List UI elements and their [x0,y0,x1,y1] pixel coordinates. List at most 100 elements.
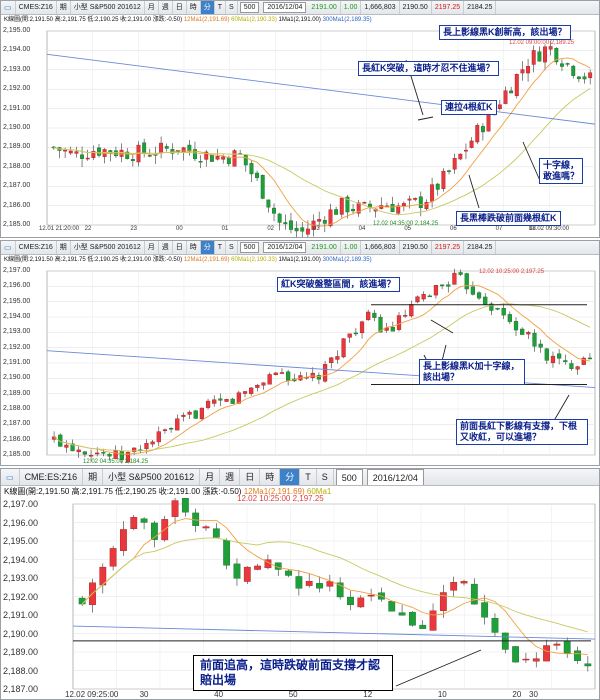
candle-up [452,272,457,285]
tab-second[interactable]: S [226,1,238,14]
tab-month[interactable]: 月 [145,241,159,254]
window-icon[interactable]: ▭ [1,469,20,485]
candle-down [322,220,327,224]
candle-down [576,76,581,80]
candle-up [202,526,210,529]
tab-tick[interactable]: T [215,241,227,254]
tab-day[interactable]: 日 [240,469,261,485]
symbol-field[interactable]: CME:ES:Z16 [20,469,84,485]
candle-down [390,327,395,332]
y-tick-label: 2,195.00 [3,297,31,305]
candle-up [357,597,365,608]
candle-down [97,147,101,156]
ma12-label: 12Ma1(2,191.69) [183,257,230,263]
candle-down [520,328,525,335]
annotation-1: 長上影線黑K創新高，該出場？ [439,25,571,40]
candle-down [584,663,592,667]
x-tick-label: 12.02 09:25:00 [65,690,119,699]
tab-hour[interactable]: 時 [260,469,281,485]
candle-up [119,149,124,157]
high-marker: 12.02 09:00:00 2,189.25 [509,40,575,46]
ma60-line [81,537,588,633]
tab-month[interactable]: 月 [145,1,159,14]
interval-input[interactable]: 500 [239,242,260,253]
candle-down [476,292,482,299]
candle-up [243,566,251,582]
period-button[interactable]: 期 [57,241,71,254]
tab-minute[interactable]: 分 [280,469,301,485]
tab-week[interactable]: 週 [220,469,241,485]
candle-down [272,207,276,214]
period-button[interactable]: 期 [83,469,104,485]
candle-up [181,414,186,417]
tab-minute[interactable]: 分 [200,241,215,254]
x-tick-label: 00 [176,226,183,232]
tab-week[interactable]: 週 [159,241,173,254]
candle-down [140,518,148,523]
candle-down [181,498,189,513]
symbol-field[interactable]: CMES:Z16 [16,1,57,14]
candle-down [70,443,75,452]
period-button[interactable]: 期 [57,1,71,14]
candle-up [279,372,285,374]
candlestick-chart[interactable] [1,25,599,237]
window-icon[interactable]: ▭ [1,1,16,14]
candle-up [130,517,138,529]
tab-second[interactable]: S [226,241,238,254]
x-tick-label: 08 [529,226,536,232]
candle-up [254,565,261,570]
candle-up [514,74,519,97]
date-input[interactable]: 2016/12/04 [263,2,307,13]
date-input[interactable]: 2016/12/04 [263,242,307,253]
y-tick-label: 2,187.00 [3,684,39,694]
interval-input[interactable]: 500 [335,469,363,485]
y-tick-label: 2,192.00 [3,591,39,602]
candle-up [531,50,536,65]
candle-up [526,66,531,74]
candle-down [130,159,135,161]
tab-hour[interactable]: 時 [187,241,201,254]
y-tick-label: 2,190.00 [3,374,31,382]
candle-up [85,157,90,160]
candle-up [171,500,179,517]
x-tick-label: 20 [512,690,522,699]
symbol-field[interactable]: CMES:Z16 [16,241,57,254]
annotation-2: 長上影線黑K加十字線，該出場？ [419,359,525,385]
candle-up [522,658,530,661]
candle-down [198,161,203,163]
tab-hour[interactable]: 時 [187,1,201,14]
candle-up [255,384,260,388]
tab-day[interactable]: 日 [173,1,187,14]
product-label: 小型 S&P500 201612 [103,469,201,485]
change-value: 1.00 [341,241,362,254]
tab-minute[interactable]: 分 [200,1,215,14]
x-tick-label: 23 [130,226,138,232]
tab-tick[interactable]: T [215,1,227,14]
candle-down [260,174,265,199]
candle-up [144,443,149,449]
x-tick-label: 10 [437,690,447,699]
candle-down [388,601,396,612]
date-input[interactable]: 2016/12/04 [366,469,424,485]
candle-down [409,611,416,626]
candle-up [458,153,463,160]
window-icon[interactable]: ▭ [1,241,16,254]
ma12-label: 12Ma1(2,191.69) [183,17,230,23]
chart-panel-3: ▭ CME:ES:Z16 期 小型 S&P500 201612 月 週 日 時 … [0,468,600,700]
tab-tick[interactable]: T [300,469,317,485]
tab-day[interactable]: 日 [173,241,187,254]
y-tick-label: 2,195.00 [3,27,31,34]
y-tick-label: 2,185.00 [3,221,31,228]
tab-second[interactable]: S [317,469,334,485]
candle-up [341,338,346,358]
tab-week[interactable]: 週 [159,1,173,14]
candle-up [125,452,131,463]
candle-up [339,197,344,215]
tab-month[interactable]: 月 [200,469,221,485]
candle-up [242,391,248,394]
interval-input[interactable]: 500 [239,2,260,13]
ma60-line [53,303,591,452]
y-tick-label: 2,186.00 [3,435,31,443]
candle-down [418,196,423,209]
candle-down [255,172,260,179]
